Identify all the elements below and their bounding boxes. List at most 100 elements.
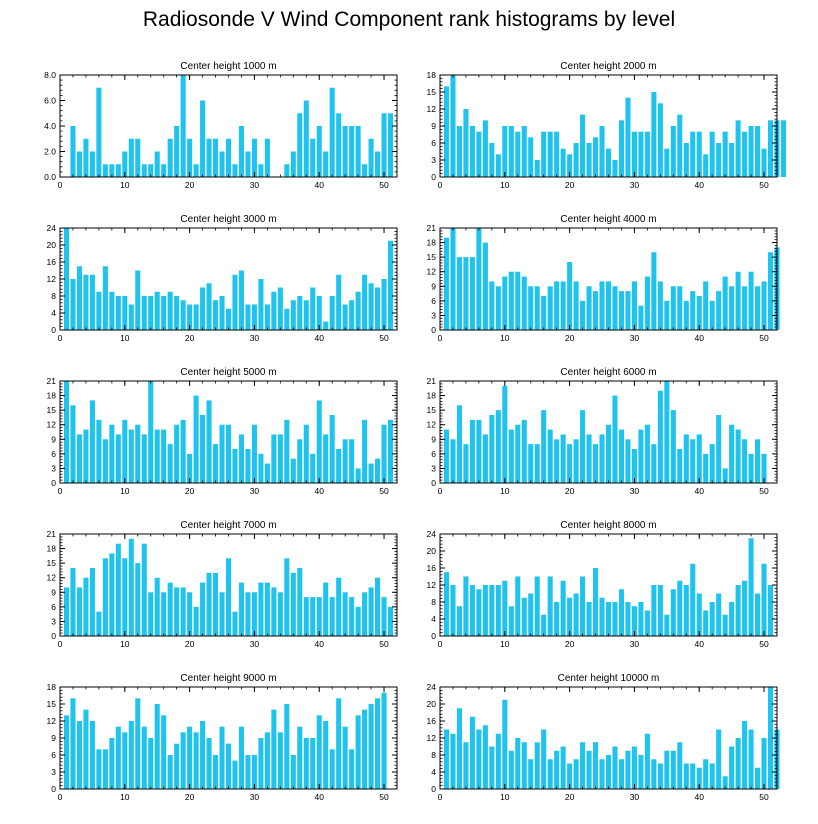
bar: [154, 151, 160, 177]
bar: [128, 538, 134, 636]
bar: [277, 732, 283, 789]
x-tick-label: 10: [120, 792, 130, 802]
x-tick-label: 20: [185, 180, 195, 190]
bar: [290, 300, 296, 330]
bar: [638, 755, 644, 789]
bar: [547, 576, 553, 636]
bar: [323, 582, 329, 636]
bar: [297, 439, 303, 483]
bar: [657, 763, 663, 789]
y-tick-label: 6: [431, 296, 436, 306]
bar: [284, 308, 290, 330]
y-tick-label: 9: [51, 587, 56, 597]
x-tick-label: 50: [379, 639, 389, 649]
x-tick-label: 0: [58, 639, 63, 649]
bar: [567, 154, 573, 177]
bar: [683, 434, 689, 483]
bar: [290, 755, 296, 789]
bar: [450, 439, 456, 483]
bar: [141, 296, 147, 330]
bar: [677, 449, 683, 483]
x-tick-label: 0: [438, 639, 443, 649]
bar: [193, 304, 199, 330]
bar: [375, 577, 381, 636]
bar: [735, 585, 741, 636]
bar: [580, 576, 586, 636]
bar: [651, 444, 657, 483]
panel-8: Center height 8000 m 0 4 8 12 16 20 24 0 10 20 30 40…: [427, 520, 778, 649]
bar: [560, 746, 566, 789]
bar: [264, 304, 270, 330]
y-tick-label: 15: [47, 699, 57, 709]
bar: [70, 568, 76, 636]
bar: [670, 750, 676, 789]
bar: [456, 257, 462, 330]
bar: [387, 419, 394, 483]
bar: [515, 271, 521, 330]
bar: [599, 434, 605, 483]
bar: [63, 587, 70, 636]
bar: [83, 577, 89, 636]
bar: [70, 698, 76, 789]
y-tick-label: 12: [47, 716, 57, 726]
bar: [748, 453, 754, 483]
bar: [443, 86, 450, 177]
bar: [76, 266, 82, 330]
bar: [245, 151, 251, 177]
bar: [362, 164, 368, 177]
bar: [76, 587, 82, 636]
bar: [761, 453, 767, 483]
bar: [310, 738, 316, 789]
bar: [761, 563, 767, 636]
y-tick-label: 21: [427, 223, 437, 233]
bar: [96, 749, 102, 789]
bar: [375, 287, 381, 330]
bar: [729, 424, 735, 483]
bar: [290, 572, 296, 636]
bar: [355, 606, 361, 636]
bar: [122, 732, 128, 789]
bar: [122, 558, 128, 636]
bar: [567, 763, 573, 789]
bar: [161, 592, 167, 636]
bar: [599, 759, 605, 789]
x-tick-label: 20: [185, 639, 195, 649]
bar: [213, 300, 219, 330]
bar: [605, 602, 612, 636]
bar: [476, 729, 482, 789]
bar: [200, 415, 206, 483]
bar: [122, 296, 128, 330]
bar: [735, 271, 741, 330]
bar: [161, 296, 167, 330]
bar: [368, 704, 374, 789]
bar: [476, 228, 482, 330]
bar: [443, 237, 450, 330]
bar: [554, 750, 560, 789]
bar: [755, 126, 761, 177]
bar: [567, 262, 573, 330]
bar: [187, 304, 193, 330]
bar: [644, 424, 650, 483]
bar: [761, 281, 767, 330]
bar: [573, 439, 579, 483]
bar: [89, 721, 95, 789]
bar: [502, 699, 508, 789]
bar: [206, 283, 212, 330]
bar: [213, 138, 219, 177]
bar: [696, 131, 702, 177]
bar: [122, 419, 128, 483]
bar: [716, 415, 722, 483]
x-tick-label: 30: [630, 792, 640, 802]
bar: [489, 281, 495, 330]
bar: [96, 87, 102, 177]
bar: [135, 698, 141, 789]
bar: [310, 287, 316, 330]
bar: [735, 738, 741, 789]
bar: [264, 138, 270, 177]
y-tick-label: 6: [51, 750, 56, 760]
bar: [703, 281, 709, 330]
y-tick-label: 12: [47, 420, 57, 430]
bar: [593, 137, 599, 177]
bar: [469, 257, 475, 330]
bar: [670, 126, 676, 177]
